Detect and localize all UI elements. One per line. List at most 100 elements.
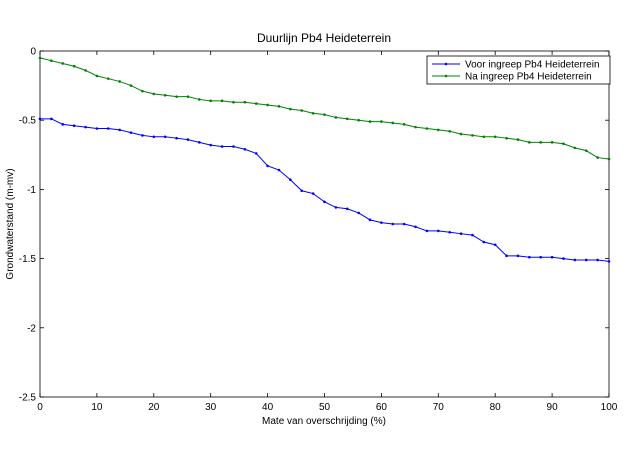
x-tick-label: 0 [37,402,43,413]
data-point-0 [220,145,224,148]
data-point-0 [129,131,133,134]
data-point-1 [539,141,543,144]
legend-marker-voor [444,62,448,66]
data-point-1 [220,99,224,103]
data-point-0 [391,222,395,226]
x-tick-label: 40 [262,402,274,413]
data-point-0 [528,255,531,259]
data-point-0 [95,127,99,130]
data-point-0 [38,117,42,121]
data-point-0 [254,152,258,155]
data-point-0 [175,136,178,140]
x-tick-label: 90 [547,402,559,413]
legend-marker-na [444,74,448,78]
data-point-0 [357,211,360,215]
data-point-1 [311,111,315,115]
data-point-1 [254,102,258,105]
data-point-0 [266,164,269,168]
data-point-0 [61,123,65,126]
x-tick-label: 60 [376,402,388,413]
data-point-0 [209,143,212,147]
y-tick-label: -0.5 [19,116,37,127]
data-point-1 [277,105,281,108]
chart-title: Duurlijn Pb4 Heideterrein [257,31,391,45]
data-point-0 [163,135,167,139]
data-point-1 [391,121,395,125]
data-point-0 [141,134,144,137]
legend: Voor ingreep Pb4 Heideterrein Na ingreep… [426,55,611,85]
data-point-1 [459,132,463,136]
series-layer [38,56,611,263]
data-point-0 [482,240,486,244]
data-point-1 [482,135,486,139]
legend-entry-voor: Voor ingreep Pb4 Heideterrein [432,60,600,71]
data-point-0 [437,229,440,233]
data-point-0 [425,229,429,233]
data-point-0 [186,138,190,141]
data-point-0 [505,254,508,258]
y-tick-label: -1 [27,185,36,196]
y-tick-label: -1.5 [19,254,37,265]
data-point-1 [448,129,451,133]
axis-ticks: 0 10 20 30 40 50 60 70 80 90 100 0 -0.5 -1 -1.5 -2 -2.5 [19,47,618,414]
data-point-0 [448,231,451,234]
y-axis-label: Grondwaterstand (m-mv) [5,168,16,279]
data-point-1 [289,107,292,111]
data-point-1 [368,120,372,123]
data-point-0 [50,117,53,121]
data-point-0 [368,218,372,222]
data-point-0 [300,189,304,193]
legend-label-na: Na ingreep Pb4 Heideterrein [465,72,592,83]
data-point-1 [493,135,497,139]
x-tick-label: 10 [91,402,103,413]
data-point-1 [334,116,338,119]
data-point-0 [539,255,543,259]
data-point-1 [573,146,577,150]
data-point-1 [152,92,156,96]
data-point-0 [516,254,520,258]
data-point-0 [232,145,235,148]
data-point-1 [186,95,190,98]
data-point-1 [175,95,178,98]
data-point-1 [596,156,599,159]
data-point-1 [38,56,42,60]
data-point-1 [562,142,565,146]
data-point-1 [550,141,554,144]
data-point-1 [95,74,99,78]
y-tick-label: 0 [30,47,36,58]
data-point-0 [84,125,87,129]
data-point-1 [106,77,110,80]
data-point-1 [516,138,520,141]
data-point-0 [334,206,338,209]
data-point-1 [243,100,247,104]
data-point-0 [380,221,383,224]
x-tick-label: 20 [148,402,160,413]
data-point-0 [573,258,577,262]
data-point-1 [528,141,531,144]
x-axis-label: Mate van overschrijding (%) [262,416,386,427]
legend-box [426,55,611,85]
data-point-0 [562,257,565,260]
data-point-0 [414,225,417,229]
x-tick-label: 50 [319,402,331,413]
data-point-0 [607,260,611,263]
data-point-1 [607,157,611,161]
data-point-0 [277,168,281,172]
data-point-0 [311,192,315,195]
x-tick-label: 100 [601,402,618,413]
data-point-1 [300,109,304,112]
data-point-1 [118,80,121,83]
data-point-1 [72,64,76,68]
legend-entry-na: Na ingreep Pb4 Heideterrein [432,72,592,83]
data-point-1 [209,99,212,103]
data-point-1 [50,59,53,62]
data-point-0 [243,147,247,151]
data-point-0 [118,128,121,132]
data-point-0 [550,255,554,259]
data-point-1 [129,84,133,87]
x-tick-label: 30 [205,402,217,413]
data-point-1 [402,123,406,126]
data-point-1 [141,89,144,93]
data-point-1 [198,98,201,101]
